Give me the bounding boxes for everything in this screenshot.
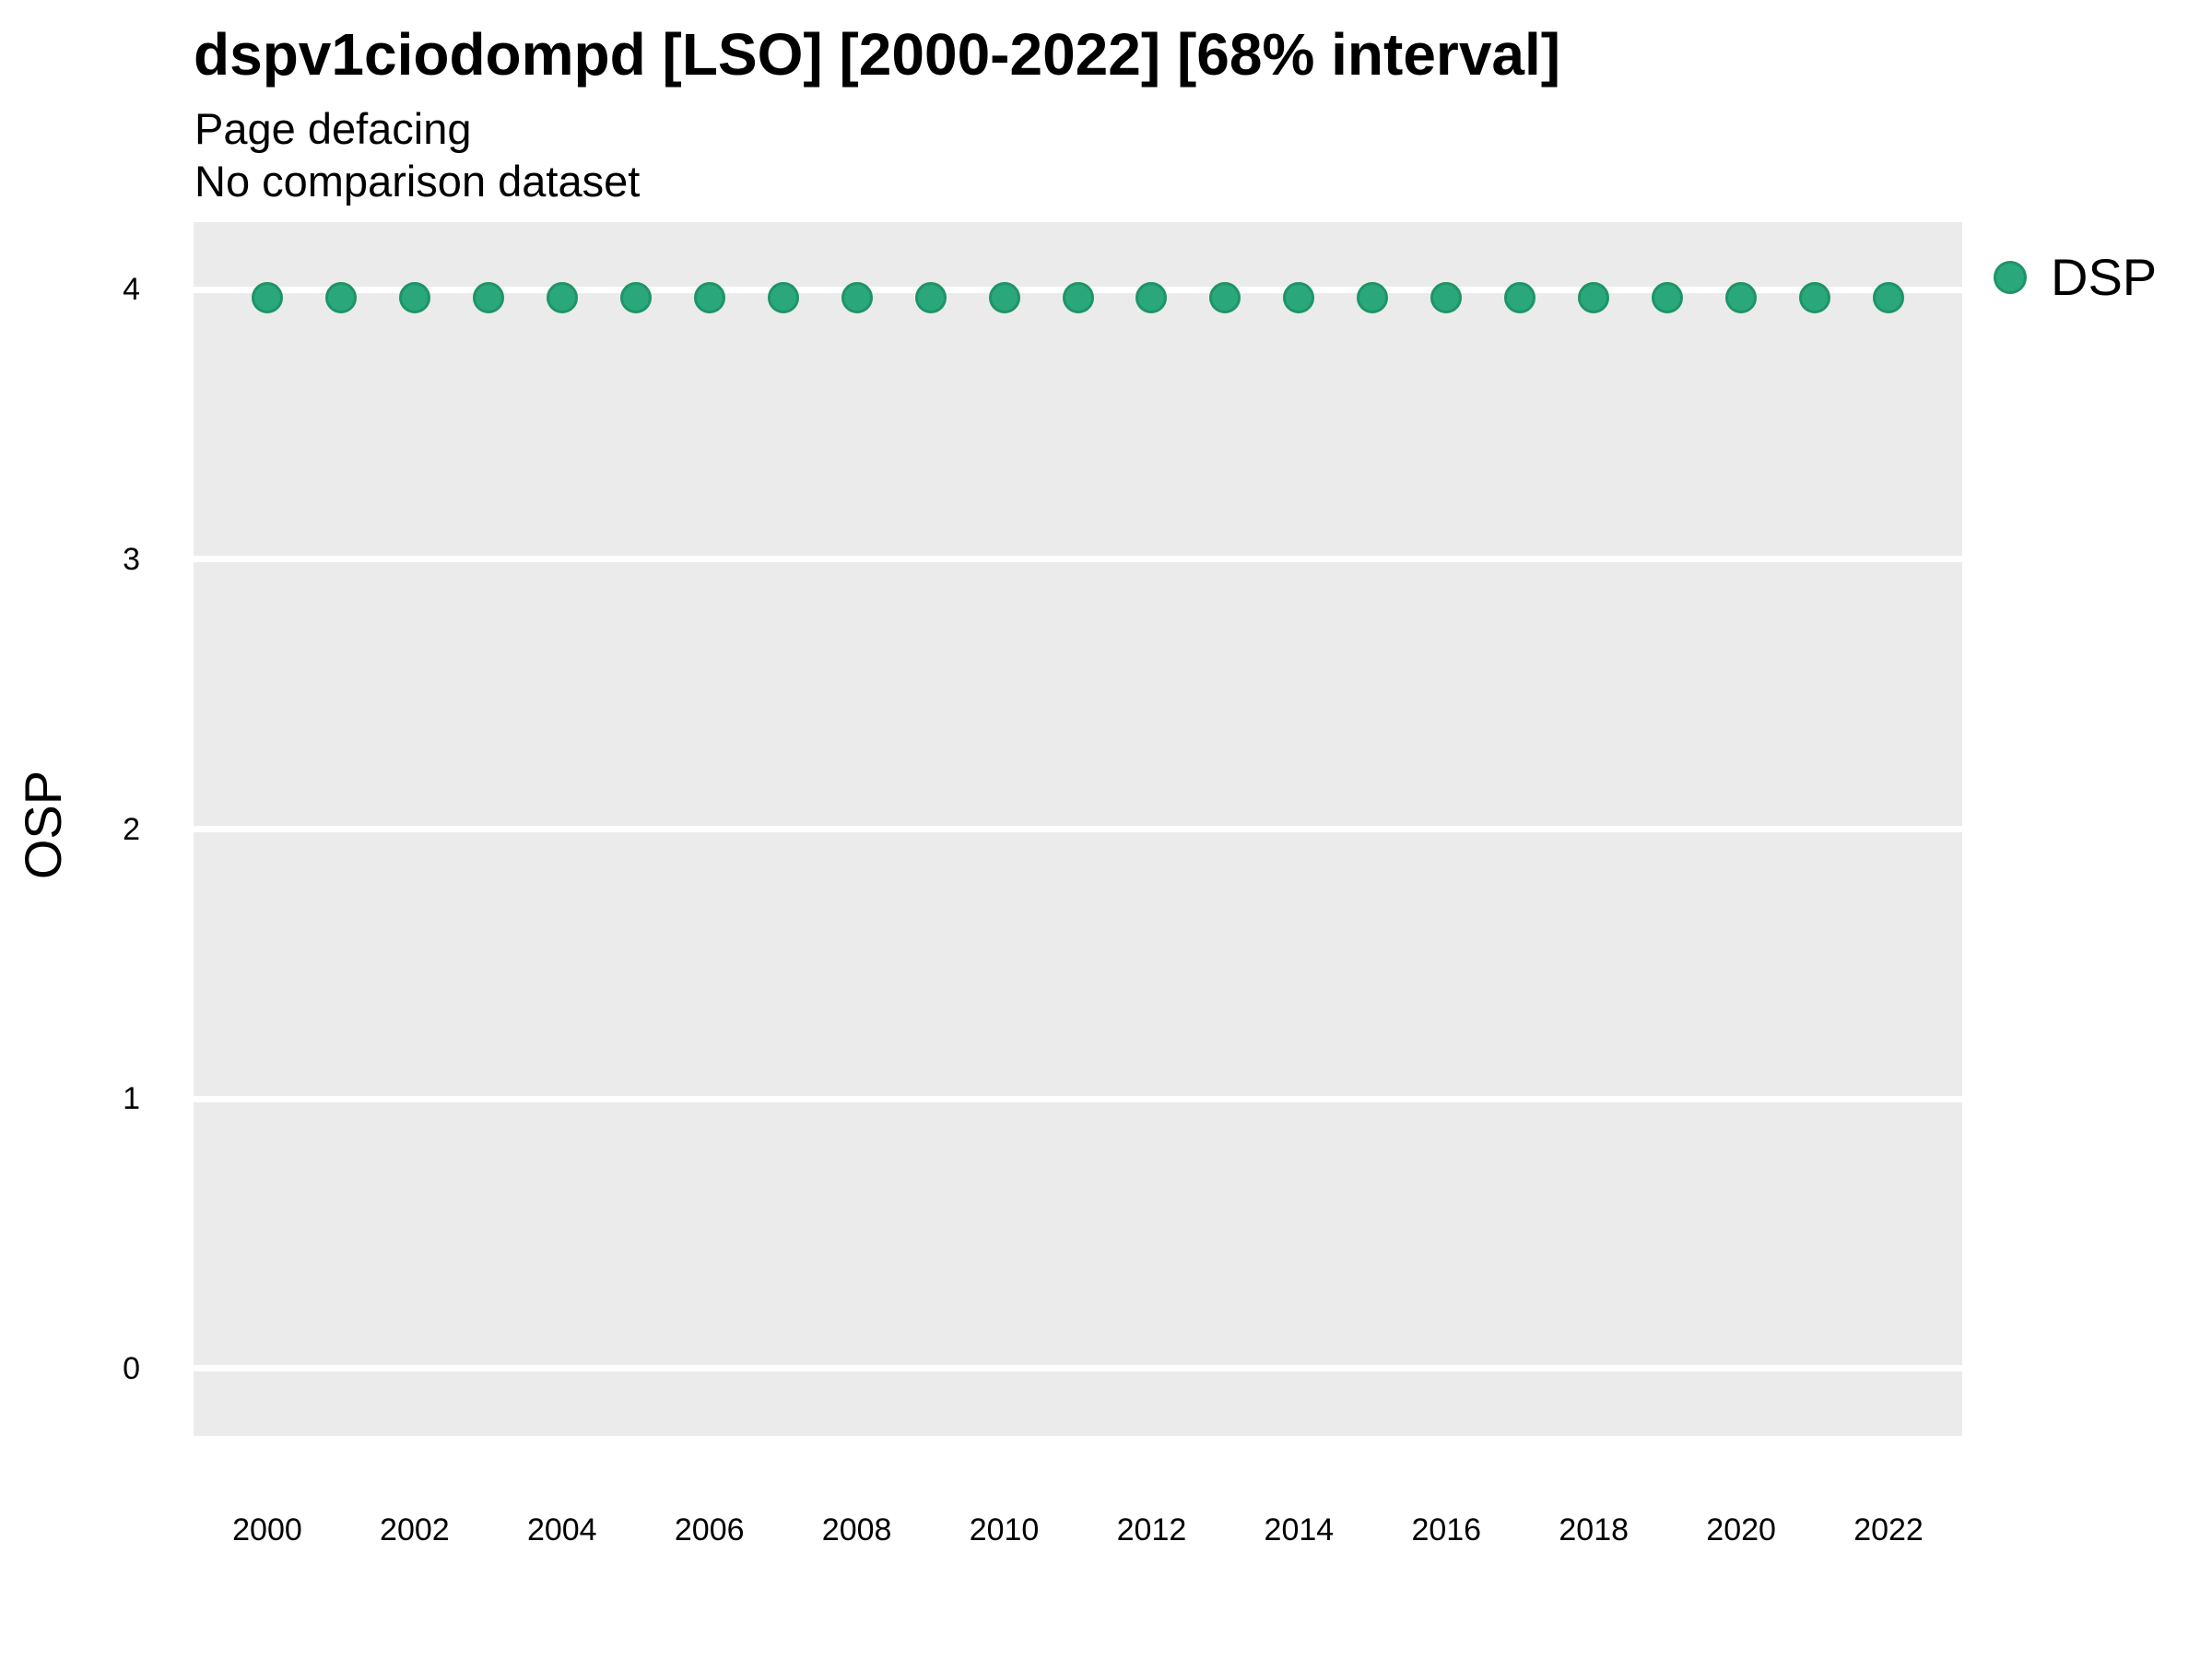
data-point-DSP-2019 — [1652, 281, 1684, 313]
x-tick-label-2012: 2012 — [1116, 1512, 1187, 1547]
data-point-DSP-2006 — [693, 281, 725, 313]
data-point-DSP-2021 — [1799, 281, 1831, 313]
data-point-DSP-2011 — [1062, 281, 1094, 313]
y-tick-label-3: 3 — [123, 541, 140, 577]
chart-title: dspv1ciodompd [LSO] [2000-2022] [68% int… — [194, 21, 1561, 88]
data-point-DSP-2016 — [1430, 281, 1463, 313]
data-point-DSP-2002 — [398, 281, 430, 313]
x-tick-label-2018: 2018 — [1559, 1512, 1630, 1547]
data-point-DSP-2020 — [1725, 281, 1758, 313]
x-tick-label-2014: 2014 — [1264, 1512, 1335, 1547]
x-tick-label-2016: 2016 — [1411, 1512, 1482, 1547]
data-point-DSP-2017 — [1504, 281, 1536, 313]
gridline-y-3 — [194, 556, 1962, 563]
x-tick-label-2000: 2000 — [232, 1512, 302, 1547]
x-tick-label-2002: 2002 — [380, 1512, 450, 1547]
x-tick-label-2004: 2004 — [526, 1512, 597, 1547]
data-point-DSP-2010 — [988, 281, 1020, 313]
legend-label: DSP — [2051, 248, 2158, 306]
chart-subtitle: Page defacing — [194, 104, 472, 153]
data-point-DSP-2005 — [619, 281, 652, 313]
legend-point-icon — [1994, 261, 2027, 294]
x-tick-label-2008: 2008 — [821, 1512, 892, 1547]
data-point-DSP-2012 — [1135, 281, 1168, 313]
data-point-DSP-2000 — [251, 281, 283, 313]
gridline-y-1 — [194, 1095, 1962, 1102]
data-point-DSP-2003 — [472, 281, 504, 313]
data-point-DSP-2007 — [767, 281, 799, 313]
gridline-y-0 — [194, 1365, 1962, 1372]
y-tick-label-2: 2 — [123, 811, 140, 847]
gridline-y-2 — [194, 826, 1962, 832]
y-tick-label-0: 0 — [123, 1350, 140, 1386]
data-point-DSP-2008 — [841, 281, 873, 313]
data-point-DSP-2013 — [1209, 281, 1241, 313]
data-point-DSP-2009 — [914, 281, 947, 313]
x-tick-label-2020: 2020 — [1706, 1512, 1776, 1547]
y-axis-title-text: OSP — [14, 770, 72, 880]
legend: DSP — [1994, 249, 2157, 306]
data-point-DSP-2014 — [1283, 281, 1315, 313]
chart-note: No comparison dataset — [194, 157, 641, 206]
plot-panel — [194, 222, 1962, 1436]
data-point-DSP-2022 — [1873, 281, 1905, 313]
x-tick-label-2006: 2006 — [674, 1512, 745, 1547]
data-point-DSP-2018 — [1578, 281, 1610, 313]
data-point-DSP-2001 — [324, 281, 357, 313]
y-tick-label-1: 1 — [123, 1081, 140, 1117]
x-tick-label-2022: 2022 — [1853, 1512, 1924, 1547]
data-point-DSP-2015 — [1357, 281, 1389, 313]
data-point-DSP-2004 — [546, 281, 578, 313]
y-tick-label-4: 4 — [123, 272, 140, 308]
x-tick-label-2010: 2010 — [969, 1512, 1040, 1547]
